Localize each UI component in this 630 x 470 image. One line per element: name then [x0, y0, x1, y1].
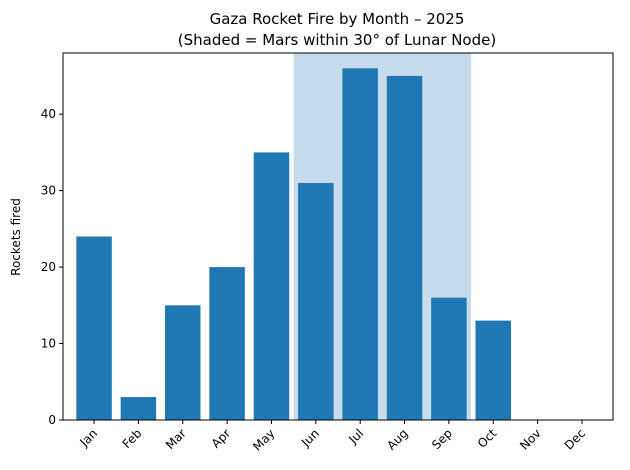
y-axis-label: Rockets fired [9, 198, 23, 276]
bar-may [253, 152, 290, 421]
x-tick-label: Feb [120, 426, 145, 451]
x-tick-label: Nov [517, 426, 543, 452]
bar-feb [120, 397, 157, 420]
x-tick-label: Mar [163, 426, 189, 452]
x-tick-label: Apr [209, 426, 234, 451]
bar-jul [342, 68, 378, 421]
bar-jan [76, 236, 112, 420]
x-tick-label: Jan [76, 426, 100, 450]
x-tick-label: Aug [384, 426, 410, 452]
x-tick-label: Dec [562, 426, 588, 452]
plot-frame [62, 52, 614, 421]
y-tick-label: 40 [41, 107, 56, 121]
x-tick-label: Oct [475, 426, 500, 451]
bar-mar [165, 305, 201, 420]
y-tick-label: 0 [48, 413, 56, 427]
bar-aug [386, 75, 423, 420]
bar-jun [298, 182, 334, 420]
bar-apr [209, 267, 245, 420]
x-tick-label: May [250, 426, 277, 453]
chart-subtitle: (Shaded = Mars within 30° of Lunar Node) [178, 31, 496, 49]
bar-sep [431, 297, 467, 420]
x-tick-label: Jun [298, 426, 322, 450]
x-tick-label: Jul [345, 426, 366, 447]
bar-oct [475, 320, 511, 420]
y-tick-label: 10 [41, 337, 56, 351]
x-tick-label: Sep [429, 426, 455, 452]
bars-layer [76, 68, 511, 421]
y-tick-label: 30 [41, 184, 56, 198]
chart-title: Gaza Rocket Fire by Month – 2025 [210, 10, 465, 28]
axes-layer [62, 52, 614, 421]
y-tick-label: 20 [41, 260, 56, 274]
